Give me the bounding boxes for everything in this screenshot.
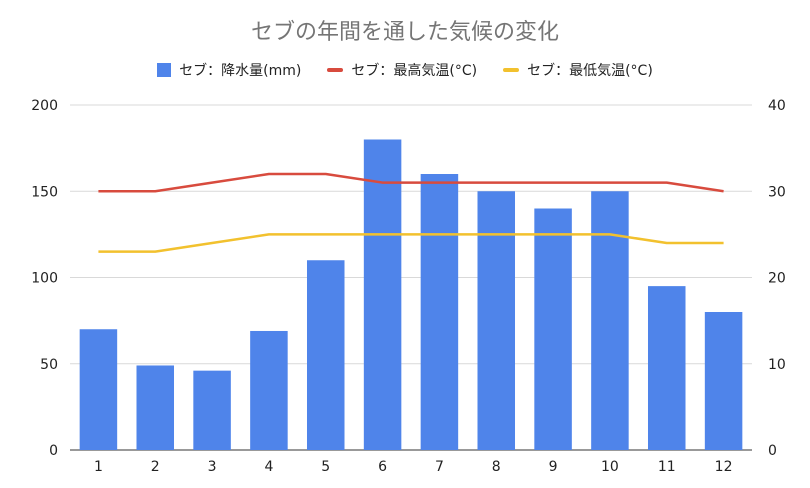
- series-line: [98, 172, 724, 193]
- x-tick-label: 7: [435, 459, 444, 475]
- legend-label: セブ：最低気温(°C): [527, 63, 653, 79]
- y-right-tick-label: 20: [768, 271, 786, 287]
- x-tick-label: 11: [658, 459, 676, 475]
- bar: [704, 312, 743, 450]
- chart-title: セブの年間を通した気候の変化: [250, 20, 559, 45]
- bar: [250, 330, 288, 450]
- legend-swatch: [503, 68, 520, 72]
- bar: [306, 260, 345, 450]
- y-left-tick-label: 150: [31, 184, 58, 200]
- legend-item: セブ：降水量(mm): [157, 60, 301, 80]
- bar: [534, 208, 572, 450]
- x-tick-label: 6: [378, 459, 387, 475]
- x-tick-label: 1: [94, 459, 103, 475]
- y-left-tick-label: 100: [31, 271, 58, 287]
- x-tick-label: 10: [601, 459, 619, 475]
- x-tick-label: 5: [321, 459, 330, 475]
- x-tick-label: 2: [151, 459, 160, 475]
- bar: [363, 139, 402, 450]
- x-tick-label: 12: [715, 459, 733, 475]
- y-right-tick-label: 40: [768, 98, 786, 114]
- x-tick-label: 8: [492, 459, 501, 475]
- legend-swatch: [327, 68, 344, 72]
- bar: [647, 286, 686, 450]
- bar: [591, 191, 629, 450]
- legend: セブ：降水量(mm) セブ：最高気温(°C) セブ：最低気温(°C): [0, 60, 810, 80]
- bar: [420, 174, 459, 450]
- legend-item: セブ：最低気温(°C): [503, 60, 653, 80]
- y-left-tick-label: 0: [49, 443, 58, 459]
- legend-label: セブ：最高気温(°C): [351, 63, 478, 79]
- x-tick-label: 4: [264, 459, 273, 475]
- y-left-tick-label: 50: [40, 357, 58, 373]
- bar: [136, 365, 175, 450]
- series-line: [98, 233, 724, 253]
- x-tick-label: 3: [208, 459, 217, 475]
- x-tick-label: 9: [549, 459, 558, 475]
- y-right-tick-label: 0: [768, 443, 777, 459]
- bar: [79, 329, 118, 450]
- y-right-tick-label: 10: [768, 357, 786, 373]
- legend-label: セブ：降水量(mm): [179, 63, 302, 79]
- y-right-tick-label: 30: [768, 184, 786, 200]
- bar: [193, 370, 231, 450]
- legend-swatch: [157, 63, 172, 77]
- legend-item: セブ：最高気温(°C): [327, 60, 477, 80]
- bar: [477, 191, 516, 450]
- y-left-tick-label: 200: [31, 98, 58, 114]
